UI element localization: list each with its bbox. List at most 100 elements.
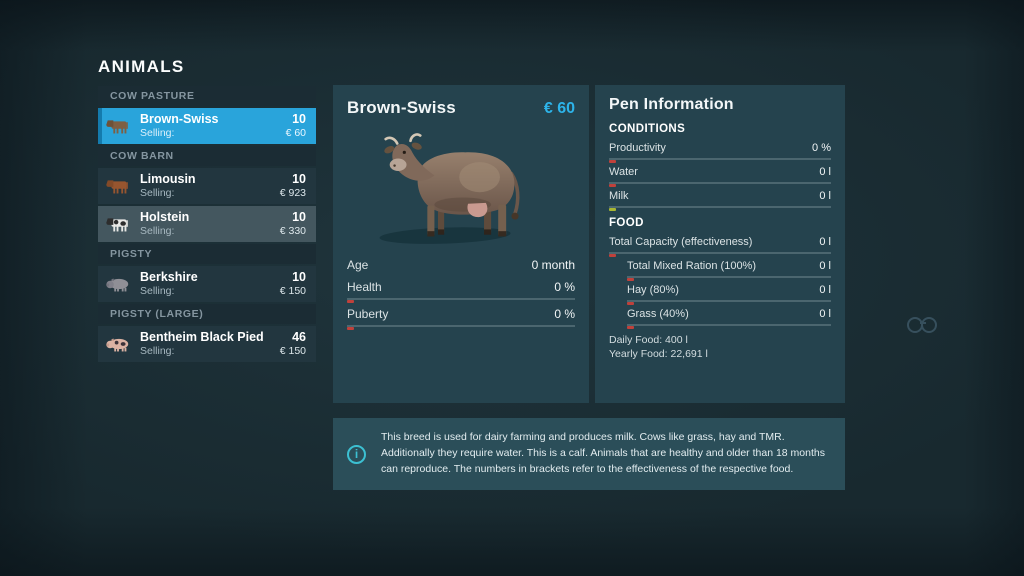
list-item-values: 10 € 150 [280,271,306,297]
selling-value: € 330 [279,225,306,237]
grass-progress-bar [627,324,831,329]
food-total-capacity: Total Capacity (effectiveness) 0 l [609,236,831,257]
animal-stats: Age 0 month Health 0 % Puberty 0 % [347,258,575,330]
animal-detail-panel: Brown-Swiss € 60 [333,85,589,403]
progress-marker [347,327,354,330]
progress-marker [609,160,616,163]
daily-food: Daily Food: 400 l [609,334,688,346]
list-item-values: 46 € 150 [280,331,306,357]
stat-value: 0 % [812,142,831,154]
animal-name: Brown-Swiss [140,112,219,126]
list-item-text: Bentheim Black Pied Selling: [140,331,280,357]
stat-health: Health 0 % [347,280,575,303]
list-item-brown-swiss[interactable]: Brown-Swiss Selling: 10 € 60 [98,108,316,144]
puberty-progress-bar [347,325,575,330]
stat-value: 0 l [819,284,831,296]
food-grass: Grass (40%) 0 l [609,308,831,329]
cow-brown-icon [106,180,128,194]
pen-group-header: PIGSTY (LARGE) [98,304,316,324]
animal-count: 10 [292,270,306,284]
list-item-text: Berkshire Selling: [140,271,280,297]
pen-group-header: COW BARN [98,146,316,166]
cow-brown-icon [106,120,128,134]
stat-label: Total Mixed Ration (100%) [627,260,757,272]
stat-label: Milk [609,190,629,202]
pen-title: Pen Information [609,96,734,113]
selling-value: € 150 [279,285,306,297]
food-header: FOOD [609,217,644,229]
selling-label: Selling: [140,127,175,139]
list-item-text: Brown-Swiss Selling: [140,113,286,139]
total-capacity-progress-bar [609,252,831,257]
progress-marker [347,300,354,303]
stat-label: Puberty [347,307,389,321]
detail-header: Brown-Swiss € 60 [347,98,575,118]
selling-value: € 150 [279,345,306,357]
animal-count: 10 [292,112,306,126]
pen-group-header: PIGSTY [98,244,316,264]
stat-label: Grass (40%) [627,308,689,320]
stat-value: 0 month [531,258,575,272]
animal-name: Holstein [140,210,190,224]
stat-puberty: Puberty 0 % [347,307,575,330]
background-shadow-left [0,0,88,576]
stat-age: Age 0 month [347,258,575,273]
progress-marker [627,278,634,281]
selling-label: Selling: [140,285,175,297]
list-item-values: 10 € 330 [280,211,306,237]
stat-label: Hay (80%) [627,284,679,296]
progress-marker [609,254,616,257]
page-title: ANIMALS [98,57,185,76]
health-progress-bar [347,298,575,303]
food-summary: Daily Food: 400 l Yearly Food: 22,691 l [609,333,831,361]
animal-count: 46 [292,330,306,344]
milk-progress-bar [609,206,831,211]
background-shadow-right [964,0,1024,576]
progress-marker [609,184,616,187]
productivity-progress-bar [609,158,831,163]
conditions-header: CONDITIONS [609,123,686,135]
pen-information-panel: Pen Information CONDITIONS Productivity … [595,85,845,403]
list-item-values: 10 € 60 [286,113,306,139]
selling-value: € 923 [279,187,306,199]
pig-dark-icon [106,278,129,292]
stat-value: 0 l [819,166,831,178]
animal-preview [347,122,575,248]
condition-water: Water 0 l [609,166,831,187]
list-item-berkshire[interactable]: Berkshire Selling: 10 € 150 [98,266,316,302]
stat-label: Total Capacity (effectiveness) [609,236,753,248]
water-progress-bar [609,182,831,187]
list-item-bentheim-black-pied[interactable]: Bentheim Black Pied Selling: 46 € 150 [98,326,316,362]
stat-value: 0 l [819,236,831,248]
progress-marker [609,208,616,211]
pig-spotted-icon [106,338,129,352]
tmr-progress-bar [627,276,831,281]
stat-value: 0 l [819,190,831,202]
list-item-text: Limousin Selling: [140,173,280,199]
list-item-limousin[interactable]: Limousin Selling: 10 € 923 [98,168,316,204]
pen-group-header: COW PASTURE [98,86,316,106]
condition-milk: Milk 0 l [609,190,831,211]
selling-label: Selling: [140,345,175,357]
stat-value: 0 l [819,260,831,272]
stat-value: 0 % [554,307,575,321]
detail-price: € 60 [543,100,575,117]
animal-count: 10 [292,210,306,224]
food-total-mixed-ration: Total Mixed Ration (100%) 0 l [609,260,831,281]
stat-label: Health [347,280,382,294]
animal-list-sidebar: COW PASTURE Brown-Swiss Selling: 10 € 60… [98,86,316,364]
hay-progress-bar [627,300,831,305]
animal-name: Berkshire [140,270,198,284]
food-hay: Hay (80%) 0 l [609,284,831,305]
stat-label: Productivity [609,142,666,154]
animal-name: Limousin [140,172,196,186]
stat-value: 0 % [554,280,575,294]
stat-value: 0 l [819,308,831,320]
stat-label: Age [347,258,369,272]
stat-label: Water [609,166,638,178]
list-item-holstein[interactable]: Holstein Selling: 10 € 330 [98,206,316,242]
selling-label: Selling: [140,187,175,199]
brown-swiss-cow-illustration [379,133,520,244]
list-item-values: 10 € 923 [280,173,306,199]
cow-holstein-icon [106,218,128,232]
